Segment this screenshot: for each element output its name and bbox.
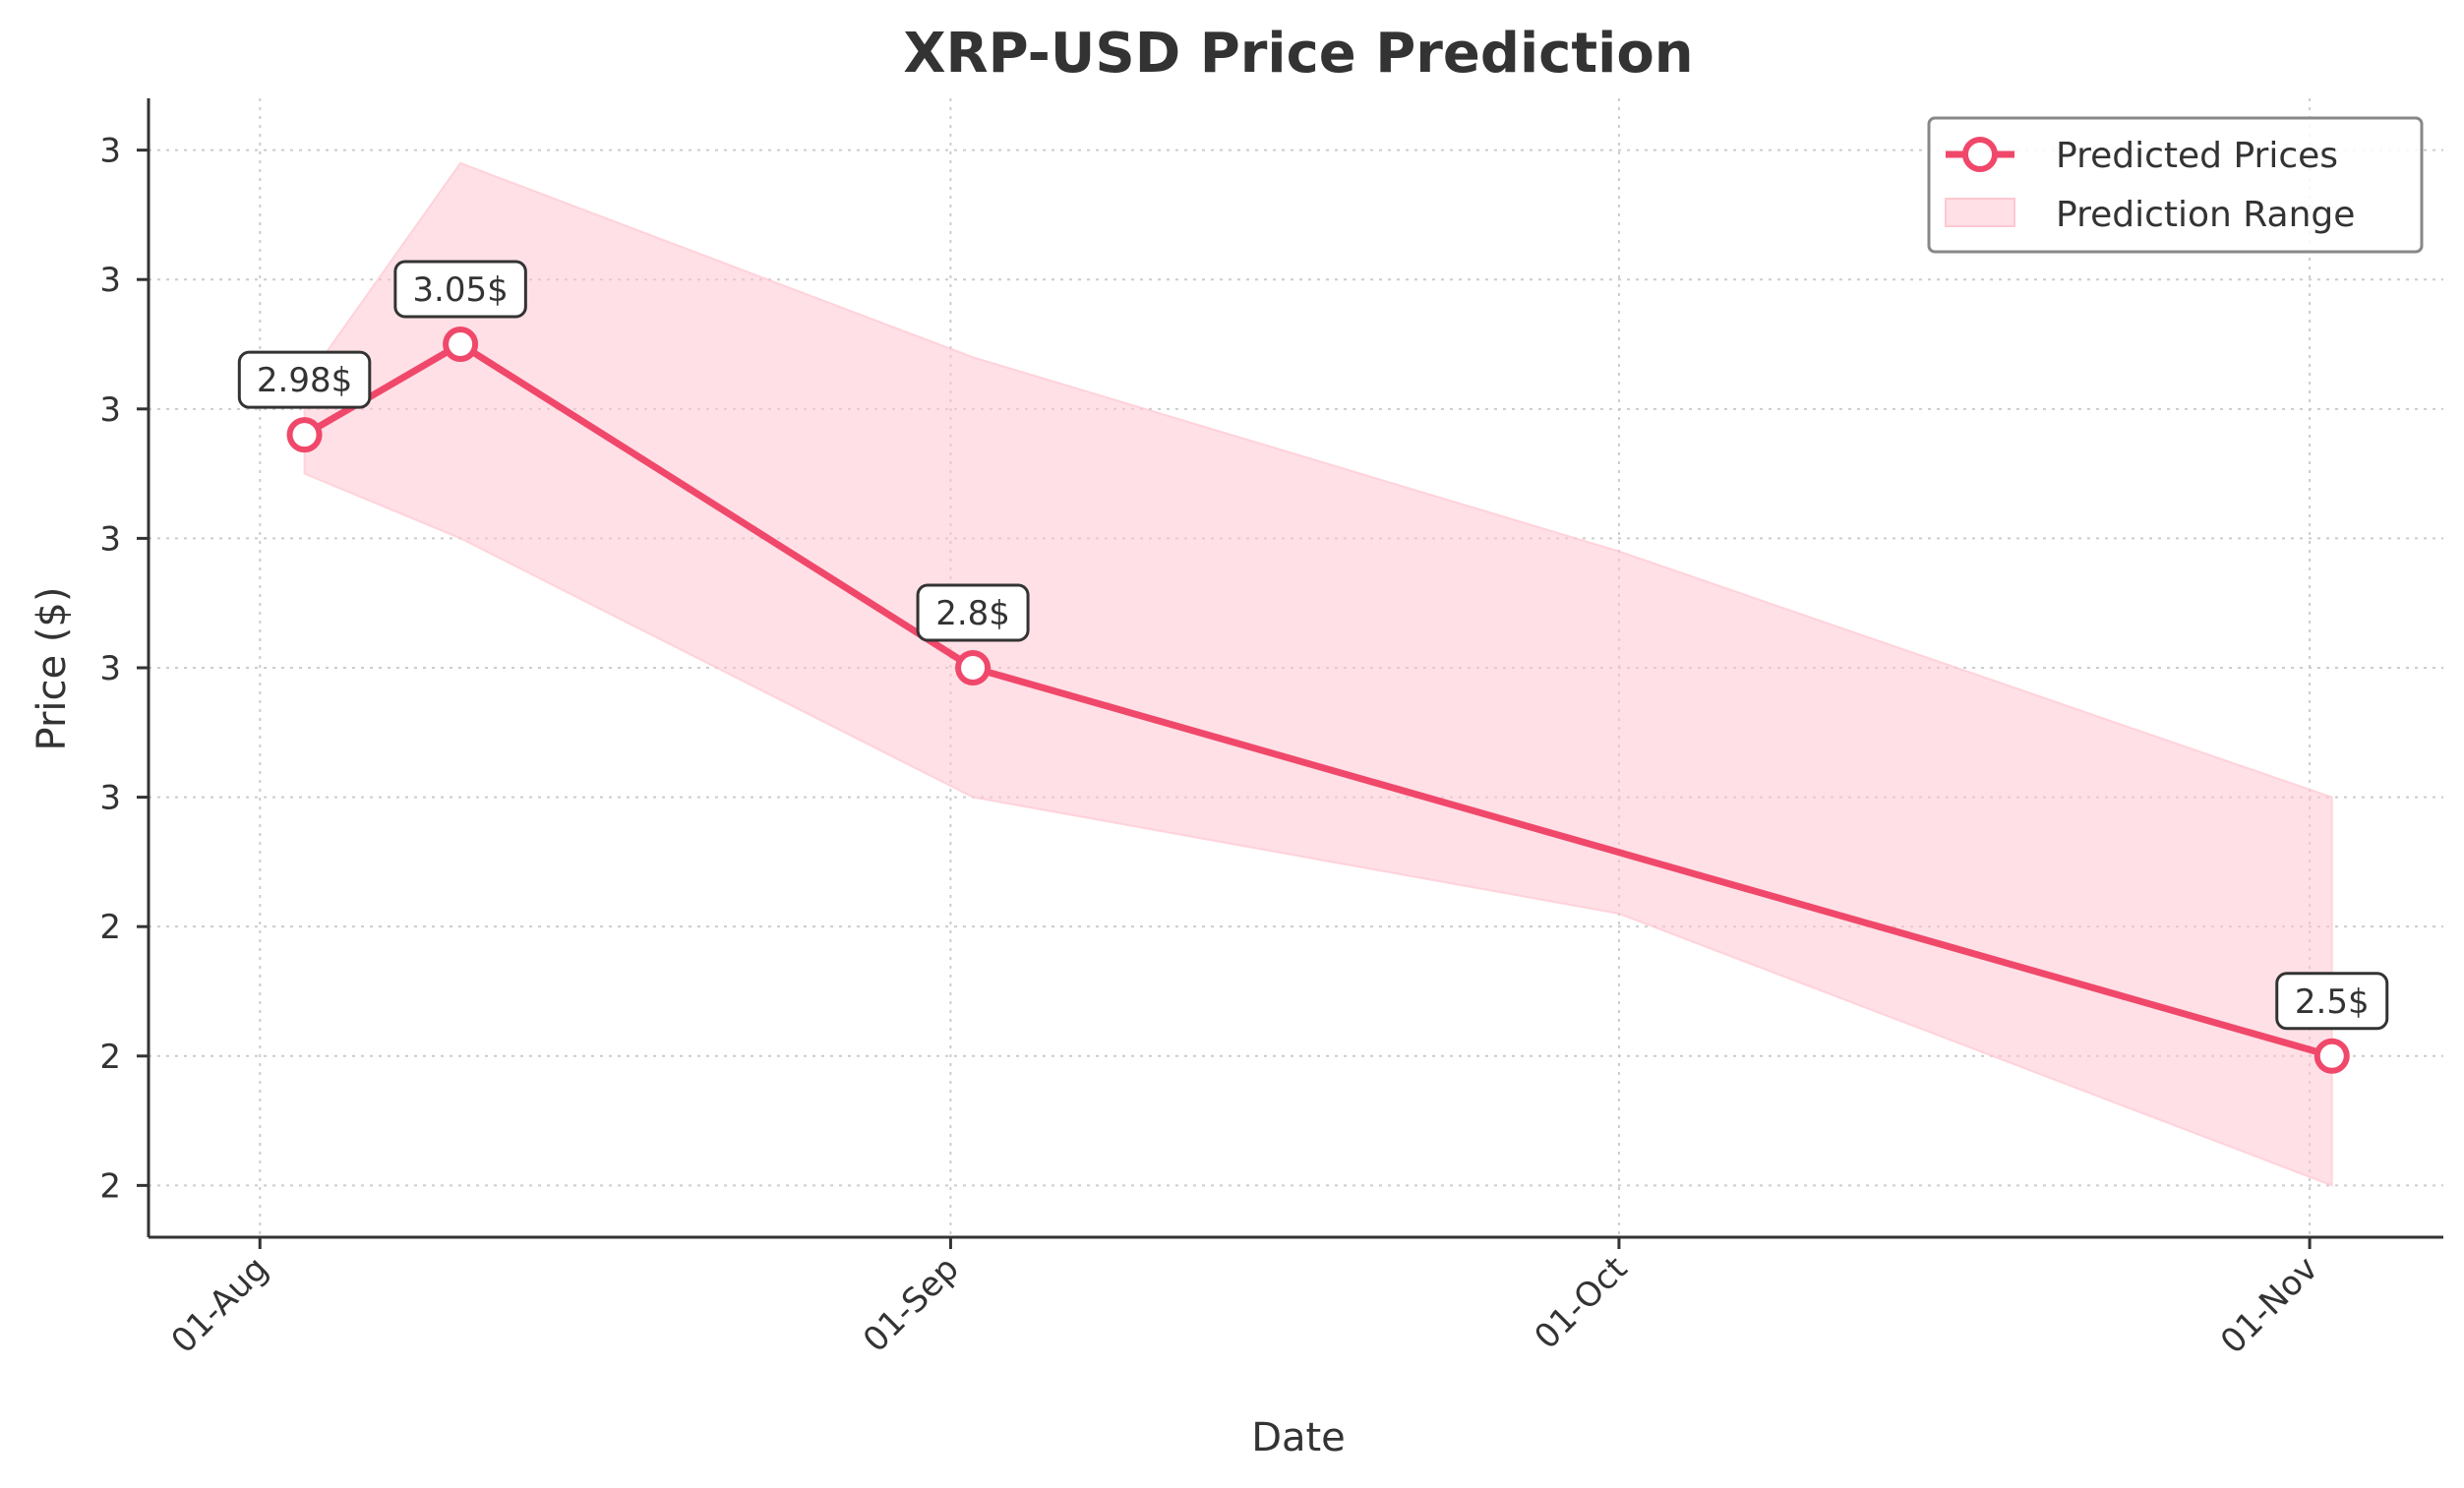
legend-box	[1927, 116, 2424, 254]
data-label-box	[237, 350, 372, 409]
y-tick-label: 3	[99, 779, 121, 818]
data-label-box	[2275, 972, 2389, 1031]
y-axis-label: Price ($)	[30, 587, 75, 751]
predicted-prices-line	[301, 340, 2336, 1060]
data-labels-layer: 2.98$ 3.05$ 2.8$ 2.5$	[237, 260, 2389, 1031]
x-axis-label: Date	[1251, 1415, 1346, 1460]
y-tick-label: 3	[99, 132, 121, 171]
prediction-range-area	[303, 161, 2333, 1187]
data-point-marker	[286, 417, 323, 453]
data-label: 3.05$	[412, 270, 508, 310]
data-label-box	[393, 260, 527, 319]
y-tick-label: 3	[99, 649, 121, 688]
data-label: 2.8$	[935, 594, 1010, 633]
data-label-box	[916, 583, 1030, 642]
y-tick-label: 2	[99, 1038, 121, 1077]
chart-title: XRP-USD Price Prediction	[903, 22, 1693, 86]
y-tick-label: 2	[99, 1166, 121, 1206]
y-tick-label: 3	[99, 519, 121, 559]
y-tick-label: 2	[99, 908, 121, 947]
legend-predicted-marker	[1962, 137, 1998, 172]
data-point-marker	[2314, 1038, 2350, 1074]
legend: Predicted Prices Prediction Range	[1927, 116, 2424, 254]
data-point-marker	[955, 650, 992, 685]
data-label: 2.5$	[2295, 982, 2370, 1022]
prediction-range-layer	[303, 161, 2333, 1187]
data-label: 2.98$	[257, 361, 352, 400]
data-point-marker	[443, 327, 479, 363]
legend-range-swatch	[1945, 198, 2015, 227]
y-tick-label: 3	[99, 390, 121, 430]
predicted-prices-layer	[286, 327, 2350, 1074]
y-tick-label: 3	[99, 261, 121, 300]
legend-label-range: Prediction Range	[2056, 195, 2355, 235]
legend-label-predicted: Predicted Prices	[2056, 136, 2338, 176]
